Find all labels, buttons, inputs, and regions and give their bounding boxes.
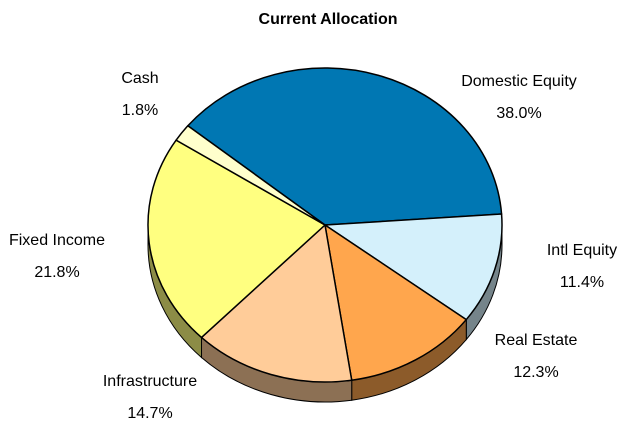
chart-title: Current Allocation [259,11,398,28]
slice-value-label: 14.7% [127,405,172,422]
slice-label: Real Estate [495,332,578,349]
slice-value-label: 1.8% [122,102,158,119]
slice-value-label: 12.3% [513,364,558,381]
slice-label: Cash [121,70,158,87]
slice [200,224,353,383]
slice [324,213,503,321]
slice-value-label: 11.4% [560,274,604,291]
slice-value-label: 21.8% [34,264,79,281]
slice-label: Infrastructure [103,373,197,390]
slice-value-label: 38.0% [496,105,541,122]
slice-label: Domestic Equity [461,73,577,90]
slice [187,67,503,226]
slice [175,125,326,226]
slice-label: Intl Equity [547,242,617,259]
slice [147,139,326,339]
slice-label: Fixed Income [9,232,105,249]
slice [324,224,468,381]
